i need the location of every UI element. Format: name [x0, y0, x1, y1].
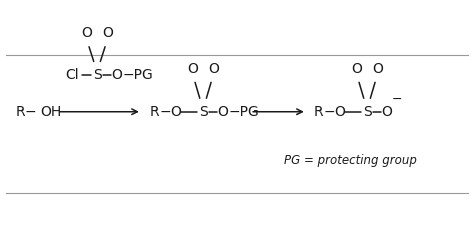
Text: R: R	[150, 105, 159, 119]
Text: R: R	[16, 105, 25, 119]
Text: O: O	[334, 105, 345, 119]
Text: O: O	[208, 62, 219, 76]
Text: PG = protecting group: PG = protecting group	[284, 154, 417, 167]
Text: O: O	[218, 105, 228, 119]
Text: OH: OH	[40, 105, 61, 119]
Text: −: −	[160, 105, 171, 119]
Text: −PG: −PG	[123, 68, 154, 82]
Text: −PG: −PG	[229, 105, 260, 119]
Text: R: R	[314, 105, 323, 119]
Text: Cl: Cl	[65, 68, 79, 82]
Text: −: −	[324, 105, 335, 119]
Text: S: S	[199, 105, 208, 119]
Text: O: O	[102, 26, 113, 40]
Text: O: O	[111, 68, 122, 82]
Text: −: −	[392, 93, 402, 106]
Text: O: O	[81, 26, 92, 40]
Text: O: O	[372, 62, 383, 76]
Text: O: O	[170, 105, 181, 119]
Text: −: −	[25, 105, 36, 119]
Text: S: S	[93, 68, 101, 82]
Text: O: O	[187, 62, 198, 76]
Text: S: S	[363, 105, 372, 119]
Text: O: O	[351, 62, 362, 76]
Text: O: O	[382, 105, 392, 119]
